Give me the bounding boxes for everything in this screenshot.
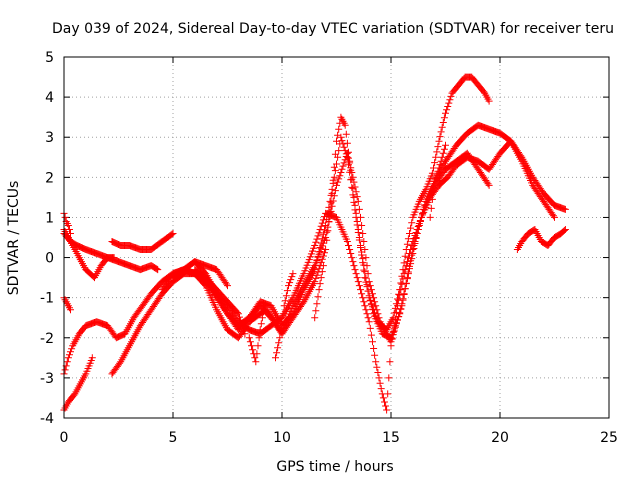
- x-tick-label: 20: [491, 430, 509, 446]
- series-markers: [272, 270, 297, 362]
- axis-ticks: 0 5 10 15 20 25 -4 -3 -2 -1 0 1 2 3 4 5: [40, 50, 618, 446]
- x-tick-label: 15: [382, 430, 400, 446]
- series-track-5: [108, 230, 177, 253]
- y-tick-label: 2: [45, 170, 54, 186]
- series-track-14: [245, 302, 269, 366]
- series-markers: [426, 141, 449, 221]
- series-markers: [180, 149, 493, 346]
- y-tick-label: -1: [40, 291, 54, 307]
- x-tick-label: 5: [169, 430, 178, 446]
- y-axis-label: SDTVAR / TECUs: [6, 181, 22, 296]
- series-track-12: [180, 149, 493, 346]
- series-track-17: [513, 226, 569, 253]
- y-tick-label: -2: [40, 331, 54, 347]
- series-markers: [311, 262, 327, 322]
- series-markers: [513, 226, 569, 253]
- y-tick-label: 3: [45, 130, 54, 146]
- y-tick-label: -3: [40, 371, 54, 387]
- series-markers: [108, 230, 177, 253]
- y-tick-label: 0: [45, 251, 54, 267]
- series-track-15: [311, 262, 327, 322]
- series-track-16: [426, 141, 449, 221]
- x-tick-label: 25: [600, 430, 618, 446]
- chart-title: Day 039 of 2024, Sidereal Day-to-day VTE…: [52, 21, 614, 37]
- y-tick-label: 1: [45, 210, 54, 226]
- y-tick-label: -4: [40, 411, 54, 427]
- series-track-13: [272, 270, 297, 362]
- plot-frame: [63, 56, 610, 419]
- x-axis-label: GPS time / hours: [276, 459, 393, 475]
- data-points: [60, 73, 569, 414]
- x-tick-label: 0: [60, 430, 69, 446]
- series-markers: [245, 302, 269, 366]
- y-tick-label: 5: [45, 50, 54, 66]
- y-tick-label: 4: [45, 90, 54, 106]
- x-tick-label: 10: [273, 430, 291, 446]
